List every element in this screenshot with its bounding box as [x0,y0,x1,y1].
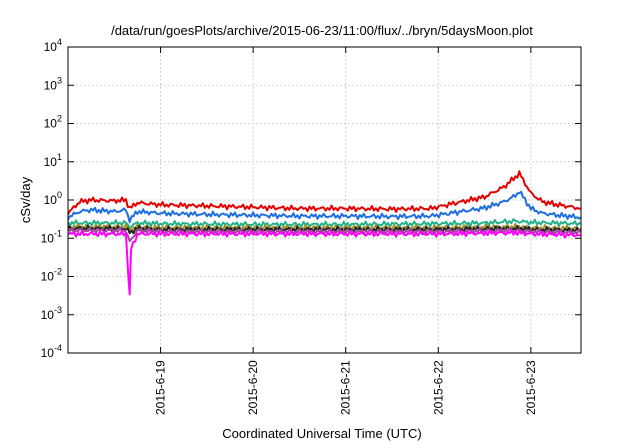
series-line [68,170,581,215]
x-tick-label: 2015-6-22 [431,360,445,415]
y-tick-base: 10 [44,78,58,92]
y-tick-base: 10 [44,117,58,131]
y-tick-label: 104 [44,37,62,54]
grid [68,47,581,353]
y-tick-label: 102 [44,114,62,131]
series-line [68,190,581,224]
y-tick-exponent: 1 [57,152,62,162]
y-tick-exponent: 3 [57,75,62,85]
y-tick-label: 10-4 [41,343,62,360]
y-tick-base: 10 [41,308,55,322]
y-tick-label: 103 [44,75,62,92]
series-line [68,226,581,243]
y-tick-base: 10 [41,346,55,360]
y-tick-label: 10-3 [41,305,62,322]
y-tick-label: 101 [44,152,62,169]
y-tick-base: 10 [41,231,55,245]
x-tick-label: 2015-6-21 [339,360,353,415]
y-axis-label: cSv/day [18,176,33,223]
y-tick-base: 10 [41,270,55,284]
series-line [68,229,581,296]
series-line [68,218,581,230]
chart-title: /data/run/goesPlots/archive/2015-06-23/1… [111,23,533,38]
y-tick-base: 10 [44,40,58,54]
x-axis: 2015-6-19 2015-6-20 2015-6-21 2015-6-22 2015… [154,47,538,415]
y-tick-label: 100 [44,190,62,207]
x-axis-label: Coordinated Universal Time (UTC) [222,426,421,441]
y-tick-exponent: 2 [57,114,62,124]
x-tick-label: 2015-6-23 [524,360,538,415]
x-tick-label: 2015-6-20 [246,360,260,415]
y-tick-exponent: 4 [57,37,62,47]
y-tick-exponent: 0 [57,190,62,200]
y-tick-exponent: -2 [54,267,62,277]
x-tick-label: 2015-6-19 [154,360,168,415]
y-tick-exponent: -3 [54,305,62,315]
series-layer [68,170,581,296]
y-tick-base: 10 [44,155,58,169]
y-tick-label: 10-1 [41,228,62,245]
y-tick-exponent: -4 [54,343,62,353]
y-tick-label: 10-2 [41,267,62,284]
y-tick-exponent: -1 [54,228,62,238]
y-tick-base: 10 [44,193,58,207]
